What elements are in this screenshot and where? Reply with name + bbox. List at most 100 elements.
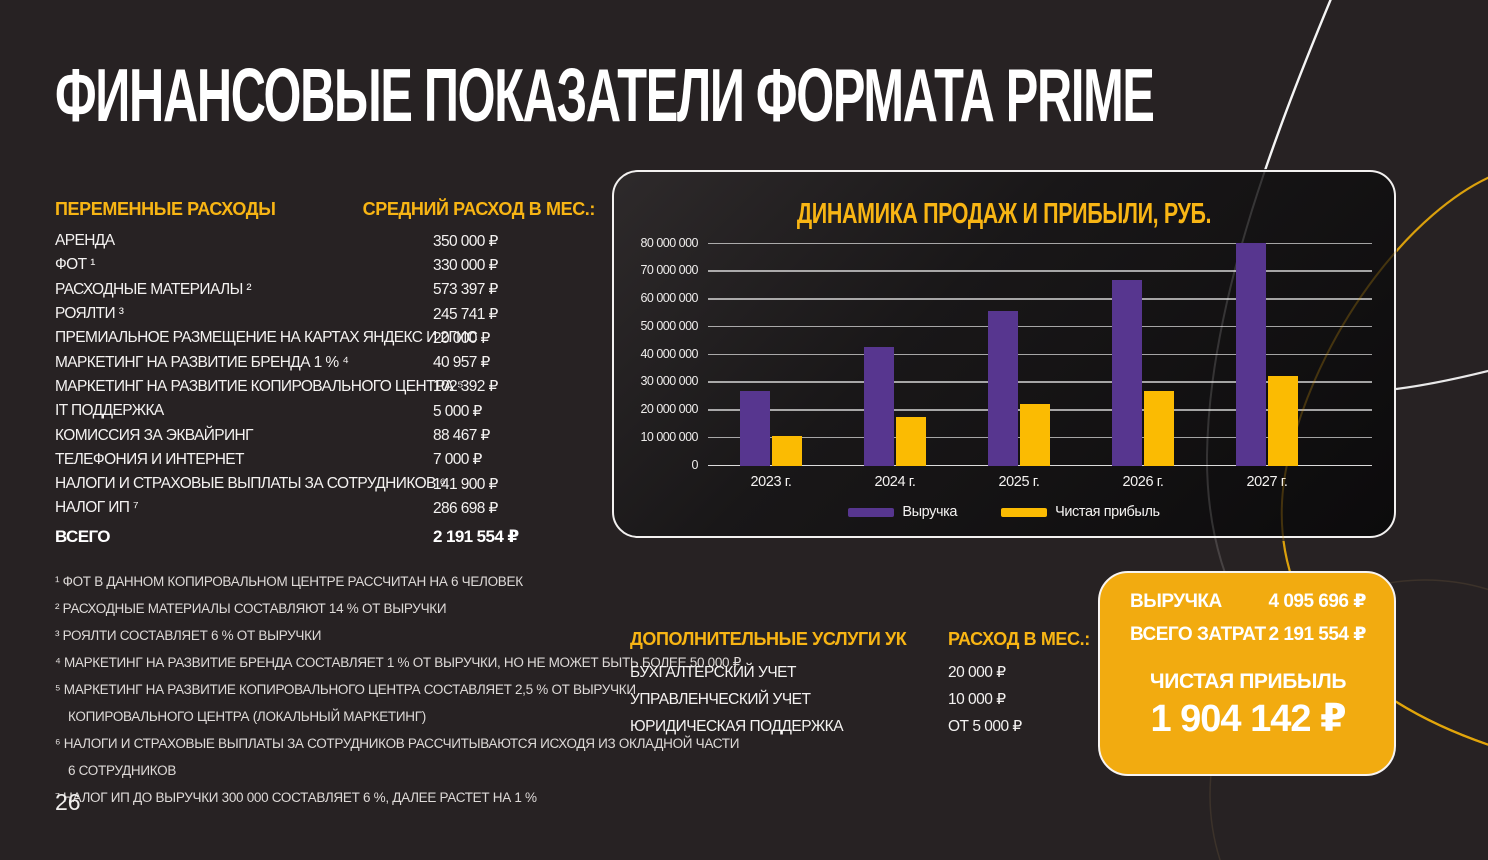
row-label: АРЕНДА xyxy=(55,232,115,250)
chart-plot-area: 0 10 000 000 20 000 000 30 000 000 40 000 00… xyxy=(640,236,1372,490)
legend-label: Выручка xyxy=(902,504,958,520)
white-curve-right-segment xyxy=(1395,369,1488,391)
table-row: БУХГАЛТЕРСКИЙ УЧЕТ 20 000 ₽ xyxy=(630,659,1090,686)
total-label: ВСЕГО xyxy=(55,526,110,546)
row-value: 20 000 ₽ xyxy=(433,329,490,347)
page-number: 26 xyxy=(55,789,81,815)
table-row: ФОТ ¹ 330 000 ₽ xyxy=(55,253,595,277)
bar-Выручка-2025 г. xyxy=(988,310,1018,466)
bar-group-2025 г. xyxy=(988,310,1050,466)
x-axis-label: 2024 г. xyxy=(874,474,916,490)
footnote-line: ⁴ МАРКЕТИНГ НА РАЗВИТИЕ БРЕНДА СОСТАВЛЯЕ… xyxy=(55,655,742,670)
footnote-line: КОПИРОВАЛЬНОГО ЦЕНТРА (ЛОКАЛЬНЫЙ МАРКЕТИ… xyxy=(68,709,426,724)
row-value: 245 741 ₽ xyxy=(433,305,498,323)
y-tick-label: 20 000 000 xyxy=(640,402,698,416)
y-tick-label: 50 000 000 xyxy=(640,318,698,333)
footnote-line: ⁵ МАРКЕТИНГ НА РАЗВИТИЕ КОПИРОВАЛЬНОГО Ц… xyxy=(55,682,636,697)
row-label: УПРАВЛЕНЧЕСКИЙ УЧЕТ xyxy=(630,690,811,708)
page-title: ФИНАНСОВЫЕ ПОКАЗАТЕЛИ ФОРМАТА PRIME xyxy=(55,53,1155,137)
summary-label: ВСЕГО ЗАТРАТ xyxy=(1130,624,1266,645)
table-row: IT ПОДДЕРЖКА 5 000 ₽ xyxy=(55,399,595,423)
chart-legend: Выручка Чистая прибыль xyxy=(614,504,1394,520)
table-row: НАЛОГИ И СТРАХОВЫЕ ВЫПЛАТЫ ЗА СОТРУДНИКО… xyxy=(55,472,595,496)
summary-value: 4 095 696 ₽ xyxy=(1268,591,1366,612)
services-header-row: ДОПОЛНИТЕЛЬНЫЕ УСЛУГИ УК РАСХОД В МЕС.: xyxy=(630,629,1090,650)
legend-item: Выручка xyxy=(848,504,957,520)
bar-group-2024 г. xyxy=(864,346,926,466)
row-value: 141 900 ₽ xyxy=(433,475,498,493)
row-label: БУХГАЛТЕРСКИЙ УЧЕТ xyxy=(630,663,796,681)
summary-value: 2 191 554 ₽ xyxy=(1268,624,1366,645)
row-label: КОМИССИЯ ЗА ЭКВАЙРИНГ xyxy=(55,426,254,444)
bar-group-2023 г. xyxy=(740,391,802,466)
table-row: МАРКЕТИНГ НА РАЗВИТИЕ КОПИРОВАЛЬНОГО ЦЕН… xyxy=(55,375,595,399)
row-value: 10 000 ₽ xyxy=(948,691,1006,708)
table-row: ПРЕМИАЛЬНОЕ РАЗМЕЩЕНИЕ НА КАРТАХ ЯНДЕКС … xyxy=(55,326,595,350)
row-label: МАРКЕТИНГ НА РАЗВИТИЕ КОПИРОВАЛЬНОГО ЦЕН… xyxy=(55,377,464,395)
footnote-line: ⁷ НАЛОГ ИП ДО ВЫРУЧКИ 300 000 СОСТАВЛЯЕТ… xyxy=(55,790,537,805)
row-value: 40 957 ₽ xyxy=(433,354,490,372)
table-row: РОЯЛТИ ³ 245 741 ₽ xyxy=(55,302,595,326)
row-label: ПРЕМИАЛЬНОЕ РАЗМЕЩЕНИЕ НА КАРТАХ ЯНДЕКС … xyxy=(55,329,478,347)
summary-label: ВЫРУЧКА xyxy=(1130,591,1222,612)
row-value: 286 698 ₽ xyxy=(433,499,498,517)
net-profit-value: 1 904 142 ₽ xyxy=(1150,698,1346,740)
y-tick-label: 30 000 000 xyxy=(640,374,698,389)
table-row: УПРАВЛЕНЧЕСКИЙ УЧЕТ 10 000 ₽ xyxy=(630,686,1090,713)
gridline: 30 000 000 xyxy=(640,374,1372,388)
row-label: РАСХОДНЫЕ МАТЕРИАЛЫ ² xyxy=(55,280,252,298)
row-label: ТЕЛЕФОНИЯ И ИНТЕРНЕТ xyxy=(55,450,245,468)
bar-Выручка-2023 г. xyxy=(740,391,770,466)
bar-Чистая прибыль-2023 г. xyxy=(772,435,802,466)
row-label: ФОТ ¹ xyxy=(55,256,95,274)
row-value: 7 000 ₽ xyxy=(433,451,482,469)
row-label: НАЛОГ ИП ⁷ xyxy=(55,499,139,517)
y-tick-label: 80 000 000 xyxy=(640,235,698,250)
y-tick-label: 60 000 000 xyxy=(640,291,698,305)
row-label: МАРКЕТИНГ НА РАЗВИТИЕ БРЕНДА 1 % ⁴ xyxy=(55,353,349,371)
profit-summary-card: ВЫРУЧКА 4 095 696 ₽ ВСЕГО ЗАТРАТ 2 191 5… xyxy=(1098,571,1396,776)
bar-Выручка-2024 г. xyxy=(864,346,894,466)
net-profit-label: ЧИСТАЯ ПРИБЫЛЬ xyxy=(1149,670,1347,693)
bar-Чистая прибыль-2026 г. xyxy=(1144,391,1174,466)
footnote-line: ² РАСХОДНЫЕ МАТЕРИАЛЫ СОСТАВЛЯЮТ 14 % ОТ… xyxy=(55,601,447,616)
bar-Чистая прибыль-2025 г. xyxy=(1020,403,1050,466)
bar-group-2027 г. xyxy=(1236,242,1298,466)
footnote-line: ¹ ФОТ В ДАННОМ КОПИРОВАЛЬНОМ ЦЕНТРЕ РАСС… xyxy=(55,574,523,589)
row-value: ОТ 5 000 ₽ xyxy=(948,718,1022,735)
row-label: РОЯЛТИ ³ xyxy=(55,305,124,323)
y-tick-label: 40 000 000 xyxy=(640,346,698,361)
gridline: 70 000 000 xyxy=(640,263,1372,277)
legend-swatch xyxy=(848,507,895,517)
bar-group-2026 г. xyxy=(1112,280,1174,466)
gridline: 60 000 000 xyxy=(640,291,1372,305)
summary-row: ВСЕГО ЗАТРАТ 2 191 554 ₽ xyxy=(1130,623,1366,656)
row-value: 350 000 ₽ xyxy=(433,232,498,250)
expenses-col-header: СРЕДНИЙ РАСХОД В МЕС.: xyxy=(362,199,596,219)
table-row-total: ВСЕГО 2 191 554 ₽ xyxy=(55,523,595,551)
services-col-header: РАСХОД В МЕС.: xyxy=(948,629,1090,649)
additional-services-table: ДОПОЛНИТЕЛЬНЫЕ УСЛУГИ УК РАСХОД В МЕС.: … xyxy=(630,629,1090,740)
table-row: ЮРИДИЧЕСКАЯ ПОДДЕРЖКА ОТ 5 000 ₽ xyxy=(630,713,1090,740)
row-value: 20 000 ₽ xyxy=(948,664,1006,681)
row-value: 330 000 ₽ xyxy=(433,256,498,274)
x-axis-label: 2027 г. xyxy=(1246,474,1288,490)
services-title: ДОПОЛНИТЕЛЬНЫЕ УСЛУГИ УК xyxy=(630,629,907,649)
legend-item: Чистая прибыль xyxy=(1001,504,1160,520)
y-tick-label: 0 xyxy=(691,457,699,472)
summary-row: ВЫРУЧКА 4 095 696 ₽ xyxy=(1130,590,1366,623)
row-value: 5 000 ₽ xyxy=(433,402,482,420)
gridline: 40 000 000 xyxy=(640,347,1372,361)
chart-title: ДИНАМИКА ПРОДАЖ И ПРИБЫЛИ, РУБ. xyxy=(796,198,1212,230)
legend-swatch xyxy=(1001,507,1048,517)
gridline: 50 000 000 xyxy=(640,319,1372,333)
y-tick-label: 10 000 000 xyxy=(640,429,698,444)
footnote-line: ³ РОЯЛТИ СОСТАВЛЯЕТ 6 % ОТ ВЫРУЧКИ xyxy=(55,628,322,643)
row-label: IT ПОДДЕРЖКА xyxy=(55,402,164,420)
total-value: 2 191 554 ₽ xyxy=(433,526,519,546)
row-label: НАЛОГИ И СТРАХОВЫЕ ВЫПЛАТЫ ЗА СОТРУДНИКО… xyxy=(55,475,446,493)
expenses-title: ПЕРЕМЕННЫЕ РАСХОДЫ xyxy=(55,199,276,219)
variable-expenses-table: ПЕРЕМЕННЫЕ РАСХОДЫ СРЕДНИЙ РАСХОД В МЕС.… xyxy=(55,199,595,551)
x-axis-label: 2023 г. xyxy=(750,474,792,490)
